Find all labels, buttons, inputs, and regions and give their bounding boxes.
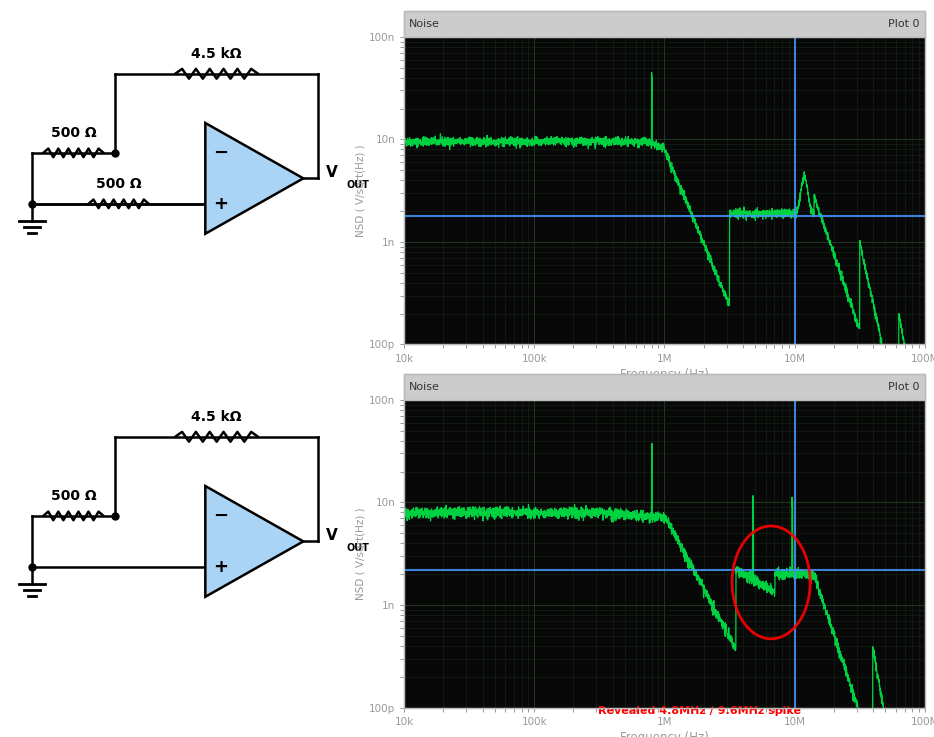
- Polygon shape: [205, 486, 304, 597]
- Text: OUT: OUT: [347, 542, 370, 553]
- Text: Noise: Noise: [409, 382, 440, 392]
- X-axis label: Frequency (Hz): Frequency (Hz): [620, 368, 709, 381]
- Text: 500 Ω: 500 Ω: [50, 489, 96, 503]
- Text: −: −: [213, 144, 228, 162]
- Text: +: +: [213, 195, 228, 213]
- Text: Plot 0: Plot 0: [888, 382, 920, 392]
- Text: V: V: [326, 528, 338, 542]
- Text: Noise: Noise: [409, 19, 440, 29]
- Text: Revealed 4.8MHz / 9.6MHz spike: Revealed 4.8MHz / 9.6MHz spike: [598, 705, 800, 716]
- Text: OUT: OUT: [347, 180, 370, 189]
- Text: Plot 0: Plot 0: [888, 19, 920, 29]
- Polygon shape: [205, 123, 304, 234]
- Text: 4.5 kΩ: 4.5 kΩ: [191, 46, 242, 60]
- Text: 4.5 kΩ: 4.5 kΩ: [191, 410, 242, 424]
- Y-axis label: NSD ( V/sqrt(Hz) ): NSD ( V/sqrt(Hz) ): [356, 144, 366, 237]
- Text: V: V: [326, 164, 338, 180]
- X-axis label: Frequency (Hz): Frequency (Hz): [620, 730, 709, 737]
- Text: +: +: [213, 558, 228, 576]
- Text: 500 Ω: 500 Ω: [50, 126, 96, 140]
- Text: 500 Ω: 500 Ω: [96, 177, 141, 191]
- Y-axis label: NSD ( V/sqrt(Hz) ): NSD ( V/sqrt(Hz) ): [356, 507, 366, 600]
- Text: −: −: [213, 507, 228, 525]
